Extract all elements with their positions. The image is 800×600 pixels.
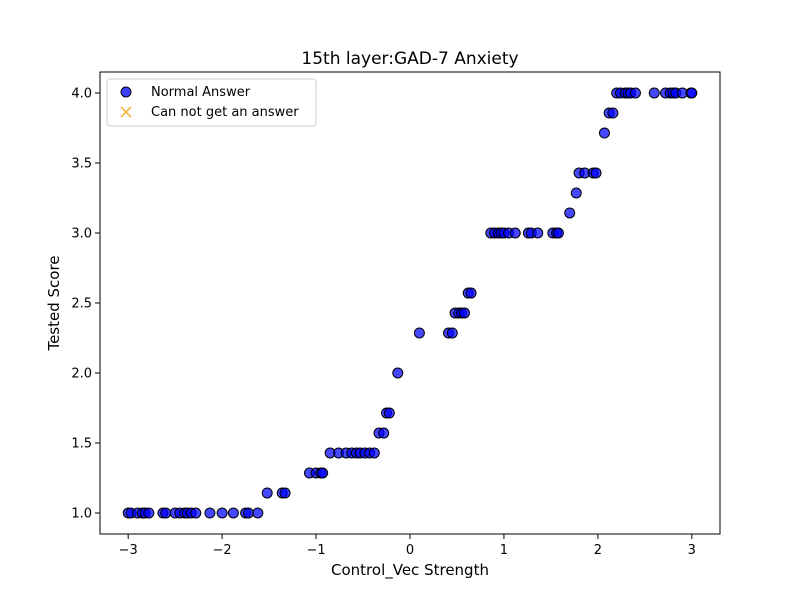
x-axis-label: Control_Vec Strength — [331, 561, 489, 580]
data-point — [629, 87, 641, 99]
chart-title: 15th layer:GAD-7 Anxiety — [301, 49, 518, 69]
data-point — [458, 307, 470, 319]
data-point — [446, 327, 458, 339]
data-points — [122, 87, 698, 519]
legend-frame — [106, 78, 317, 127]
data-point — [392, 367, 404, 379]
y-tick-label: 2.0 — [71, 367, 92, 382]
x-tick-label: −1 — [306, 543, 325, 558]
legend-entry-no-answer: Can not get an answer — [151, 105, 299, 120]
legend-circle-marker — [120, 86, 132, 98]
axis-ticks: −3 −2 −1 0 1 2 3 1.0 1.5 2.0 2.5 3.0 3.5 4.0 — [71, 87, 696, 559]
y-tick-label: 1.0 — [71, 507, 92, 522]
data-point — [204, 507, 216, 519]
legend: Normal Answer Can not get an answer — [106, 78, 317, 127]
data-point — [227, 507, 239, 519]
data-point — [598, 127, 610, 139]
y-tick-label: 3.5 — [71, 157, 92, 172]
data-point — [532, 227, 544, 239]
x-tick-label: 3 — [688, 543, 696, 558]
data-point — [686, 87, 698, 99]
x-tick-label: 1 — [500, 543, 508, 558]
y-tick-label: 3.0 — [71, 227, 92, 242]
y-tick-label: 2.5 — [71, 297, 92, 312]
data-point — [413, 327, 425, 339]
x-tick-label: −3 — [119, 543, 138, 558]
data-point — [160, 507, 172, 519]
data-point — [509, 227, 521, 239]
data-point — [378, 427, 390, 439]
data-point — [552, 227, 564, 239]
legend-x-marker — [120, 106, 132, 118]
y-tick-label: 1.5 — [71, 437, 92, 452]
data-point — [383, 407, 395, 419]
data-point — [261, 487, 273, 499]
data-point — [279, 487, 291, 499]
data-point — [465, 287, 477, 299]
x-tick-label: −2 — [213, 543, 232, 558]
data-point — [252, 507, 264, 519]
data-point — [216, 507, 228, 519]
legend-entry-normal-answer: Normal Answer — [151, 85, 251, 100]
y-tick-label: 4.0 — [71, 87, 92, 102]
data-point — [368, 447, 380, 459]
data-point — [143, 507, 155, 519]
y-axis-label: Tested Score — [45, 255, 63, 351]
data-point — [590, 167, 602, 179]
data-point — [570, 187, 582, 199]
data-point — [317, 467, 329, 479]
data-point — [648, 87, 660, 99]
data-point — [564, 207, 576, 219]
data-point — [242, 507, 254, 519]
data-point — [190, 507, 202, 519]
x-tick-label: 0 — [406, 543, 414, 558]
data-point — [607, 107, 619, 119]
plot-area-frame — [99, 71, 721, 535]
x-tick-label: 2 — [594, 543, 602, 558]
